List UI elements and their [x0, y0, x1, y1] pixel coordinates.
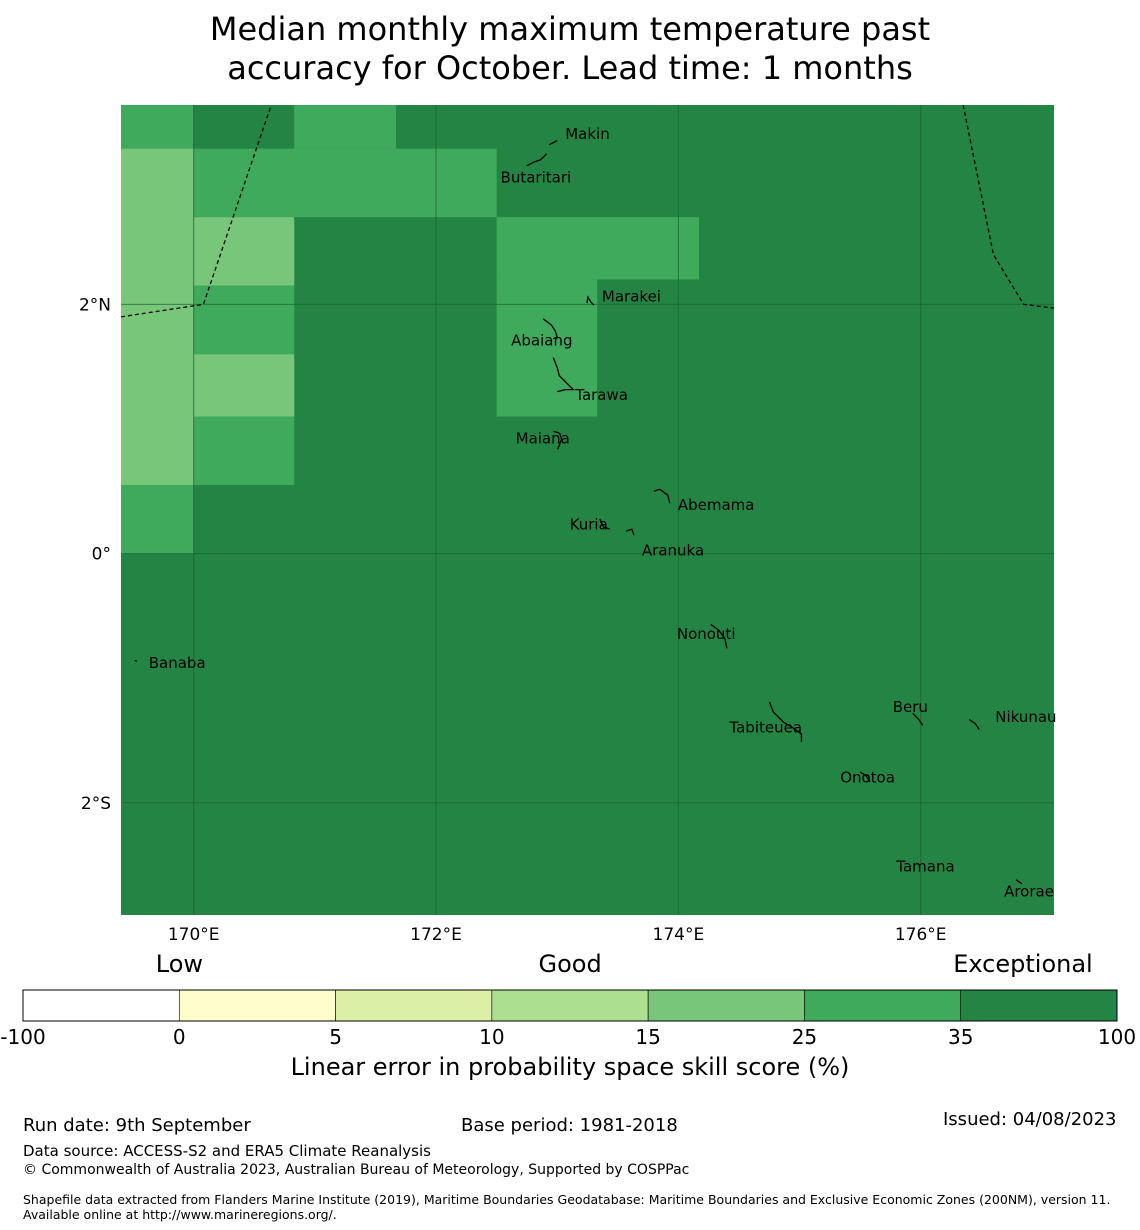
skill-cell: [193, 217, 295, 286]
island-outline: [548, 140, 558, 146]
latitude-tick-label: 2°N: [79, 295, 111, 315]
island-outline: [859, 771, 871, 783]
place-label: Aranuka: [642, 542, 704, 560]
run-date: Run date: 9th September: [23, 1115, 251, 1136]
colorbar-tick-label: 0: [173, 1025, 186, 1049]
colorbar-tick-label: 10: [479, 1025, 504, 1049]
place-labels: Makin Butaritari Marakei Abaiang Tarawa Maian…: [149, 125, 1057, 900]
island-outline: [599, 518, 610, 530]
issued-date: Issued: 04/08/2023: [943, 1109, 1117, 1130]
place-label: Abaiang: [511, 331, 572, 349]
colorbar-tick-label: 35: [948, 1025, 973, 1049]
longitude-tick-label: 176°E: [895, 925, 947, 945]
colorbar-category-label: Exceptional: [953, 950, 1093, 978]
island-outline: [625, 528, 635, 536]
place-label: Tarawa: [574, 386, 628, 404]
colorbar-tick-label: -100: [0, 1025, 45, 1049]
place-label: Nikunau: [995, 708, 1056, 726]
place-label: Arorae: [1004, 882, 1054, 900]
skill-cell: [496, 279, 598, 417]
skill-cell: [496, 217, 699, 280]
skill-cell: [121, 105, 194, 149]
place-label: Abemama: [678, 496, 755, 514]
place-label: Marakei: [602, 288, 661, 306]
maritime-boundaries: [120, 104, 1055, 318]
skill-cell: [121, 485, 194, 554]
latitude-tick-label: 2°S: [81, 794, 111, 814]
island-outline: [968, 719, 980, 730]
colorbar-tick-label: 15: [635, 1025, 660, 1049]
skill-cell: [193, 105, 295, 149]
copyright: © Commonwealth of Australia 2023, Austra…: [23, 1162, 690, 1178]
colorbar-tick-label: 25: [792, 1025, 817, 1049]
colorbar-bin: [491, 989, 649, 1022]
island-outline: [134, 659, 138, 662]
longitude-ticks: 170°E 172°E 174°E 176°E: [168, 925, 947, 945]
page-title: Median monthly maximum temperature past …: [0, 10, 1140, 88]
colorbar-bin: [335, 989, 493, 1022]
place-label: Butaritari: [501, 168, 572, 186]
place-label: Banaba: [149, 654, 206, 672]
island-outlines: [134, 140, 1023, 885]
longitude-tick-label: 172°E: [410, 925, 462, 945]
colorbar-bin: [960, 989, 1118, 1022]
colorbar-tick-label: 5: [329, 1025, 342, 1049]
island-outline: [1015, 879, 1023, 885]
colorbar-category-label: Low: [155, 950, 204, 978]
island-outline: [552, 357, 575, 393]
island-outline: [553, 430, 563, 450]
island-outline: [916, 862, 921, 866]
island-outline: [526, 153, 548, 167]
skill-map: Makin Butaritari Marakei Abaiang Tarawa Maian…: [79, 104, 1057, 945]
place-label: Kuria: [570, 515, 608, 533]
colorbar: -100 0 5 10 15 25 35 100: [0, 989, 1136, 1049]
place-label: Tabiteuea: [728, 719, 802, 737]
colorbar-bin: [804, 989, 962, 1022]
skill-cell: [193, 416, 295, 486]
data-source: Data source: ACCESS-S2 and ERA5 Climate …: [23, 1142, 431, 1160]
island-outline: [586, 295, 595, 306]
longitude-tick-label: 174°E: [653, 925, 705, 945]
place-label: Nonouti: [677, 625, 736, 643]
skill-cell: [193, 354, 295, 417]
place-label: Onotoa: [840, 768, 895, 786]
eez-boundary-line: [962, 104, 1055, 309]
latitude-ticks: 2°N 0° 2°S: [79, 295, 111, 813]
place-label: Beru: [893, 698, 928, 716]
island-outline: [653, 488, 671, 504]
shapefile-credit: Shapefile data extracted from Flanders M…: [23, 1192, 1111, 1222]
place-label: Tamana: [895, 858, 954, 876]
skill-cell: [294, 105, 397, 149]
colorbar-bin: [22, 989, 180, 1022]
colorbar-outline: [22, 989, 1118, 1022]
graticule: [121, 105, 1054, 915]
colorbar-tick-label: 100: [1098, 1025, 1136, 1049]
longitude-tick-label: 170°E: [168, 925, 220, 945]
place-label: Makin: [565, 125, 610, 143]
latitude-tick-label: 0°: [92, 545, 111, 565]
colorbar-bin: [178, 989, 336, 1022]
island-outline: [912, 712, 924, 726]
base-period: Base period: 1981-2018: [461, 1115, 678, 1136]
colorbar-category-label: Good: [538, 950, 602, 978]
skill-cell: [121, 148, 194, 486]
island-outline: [542, 318, 558, 340]
title-line-1: Median monthly maximum temperature past: [209, 10, 931, 48]
title-line-2: accuracy for October. Lead time: 1 month…: [227, 49, 913, 87]
island-outline: [710, 623, 728, 649]
colorbar-bins: [22, 989, 1118, 1022]
colorbar-bin: [647, 989, 805, 1022]
skill-cell: [193, 285, 295, 355]
place-label: Maiana: [516, 430, 570, 448]
island-outline: [768, 701, 803, 743]
colorbar-ticks: -100 0 5 10 15 25 35 100: [0, 1025, 1136, 1049]
colorbar-caption: Linear error in probability space skill …: [290, 1053, 850, 1081]
